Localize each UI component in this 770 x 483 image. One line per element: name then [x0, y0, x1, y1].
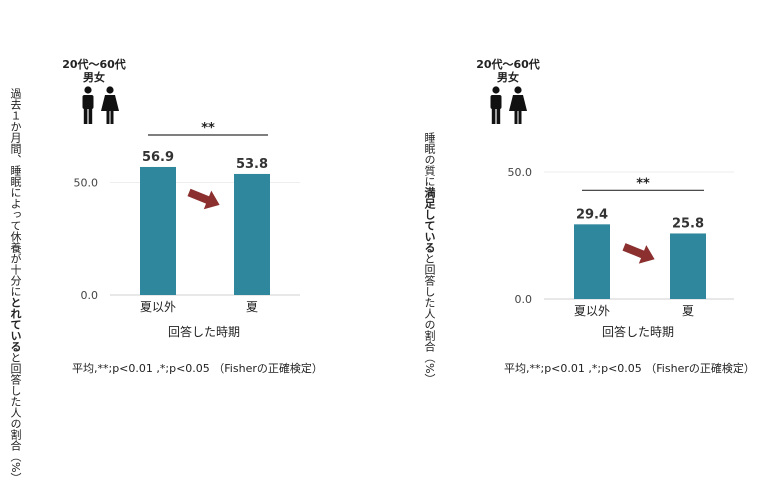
significance-marker: **	[201, 121, 215, 136]
demographic-label-1: 20代～60代 男女	[58, 58, 130, 84]
bar-chart-rest: 0.0 50.0 56.9 夏以外 53.8 夏 **	[74, 121, 300, 314]
significance-marker: **	[636, 176, 650, 191]
x-axis-title-1: 回答した時期	[168, 325, 241, 339]
x-tick-label: 夏以外	[574, 304, 610, 318]
x-tick-label: 夏	[682, 304, 694, 318]
data-label: 56.9	[142, 150, 174, 165]
age-range-label-2: 20代～60代	[476, 58, 540, 71]
footnote-2: 平均,**;p<0.01 ,*;p<0.05 （Fisherの正確検定）	[504, 362, 755, 375]
people-icon	[490, 86, 527, 124]
decrease-arrow	[187, 188, 220, 210]
demographic-label-2: 20代～60代 男女	[472, 58, 544, 84]
gender-label-2: 男女	[497, 71, 519, 84]
bar	[234, 173, 270, 295]
x-tick-label: 夏以外	[140, 300, 176, 314]
decrease-arrow	[622, 243, 655, 264]
footnote-1: 平均,**;p<0.01 ,*;p<0.05 （Fisherの正確検定）	[72, 362, 323, 375]
age-range-label-1: 20代～60代	[62, 58, 126, 71]
y-tick-label: 50.0	[74, 177, 99, 190]
y-axis-label-1: 過去１か月間、睡眠によって休養が十分にとれていると回答した人の割合（%）	[9, 88, 22, 483]
bar	[670, 233, 706, 299]
bar-chart-quality: 0.0 50.0 29.4 夏以外 25.8 夏 **	[508, 166, 734, 318]
y-axis-label-2: 睡眠の質に満足していると回答した人の割合（%）	[423, 132, 436, 385]
data-label: 25.8	[672, 216, 704, 231]
y-tick-label: 0.0	[515, 293, 533, 306]
people-icon	[82, 86, 119, 124]
x-axis-title-2: 回答した時期	[602, 325, 675, 339]
y-tick-label: 50.0	[508, 166, 533, 179]
y-tick-label: 0.0	[81, 289, 99, 302]
data-label: 53.8	[236, 157, 268, 172]
gender-label-1: 男女	[83, 71, 105, 84]
bar	[574, 224, 610, 299]
x-tick-label: 夏	[246, 300, 258, 314]
data-label: 29.4	[576, 207, 608, 222]
bar	[140, 166, 176, 295]
